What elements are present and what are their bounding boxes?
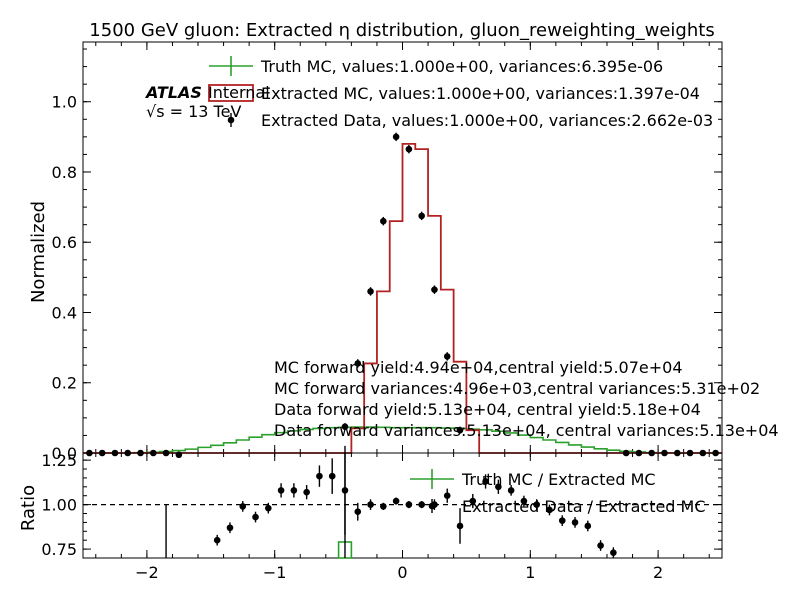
atlas-energy: √s = 13 TeV: [146, 102, 241, 121]
ratio-point: [520, 497, 528, 505]
ratio-point: [482, 478, 489, 485]
ratio-point: [558, 517, 566, 524]
ratio-point: [213, 536, 221, 544]
legend-label: Extracted MC, values:1.000e+00, variance…: [261, 84, 700, 103]
ratio-point: [367, 501, 374, 508]
top-ylabel: Normalized: [28, 201, 49, 303]
ratio-point: [610, 549, 617, 556]
yield-annotation: MC forward variances:4.96e+03,central va…: [274, 379, 760, 398]
ratio-y-tick-label: 1.25: [41, 451, 77, 470]
data-point: [175, 451, 183, 459]
ratio-legend-handle-data: [428, 502, 436, 510]
legend-handle-extracted-mc: [208, 84, 254, 102]
ratio-point: [341, 487, 349, 494]
top-y-tick-label: 0.0: [52, 444, 77, 463]
legend-label: Extracted Data, values:1.000e+00, varian…: [261, 111, 713, 130]
x-tick-label: −2: [135, 563, 159, 582]
yield-annotation: MC forward yield:4.94e+04,central yield:…: [274, 358, 683, 377]
ratio-panel: −2 −1 0 1 2 0.75 1.00 1.25 Truth MC / Extracted …: [41, 445, 723, 582]
chart-title: 1500 GeV gluon: Extracted η distribution…: [89, 20, 714, 41]
yield-annotation: Data forward yield:5.13e+04, central yie…: [274, 400, 701, 419]
atlas-status: Internal: [208, 83, 270, 102]
atlas-brand: ATLAS: [144, 83, 202, 102]
legend-label: Truth MC, values:1.000e+00, variances:6.…: [260, 57, 663, 76]
ratio-point: [571, 519, 579, 526]
data-point: [380, 217, 387, 225]
ratio-point: [239, 503, 247, 510]
atlas-label: ATLAS Internal √s = 13 TeV: [144, 83, 270, 121]
ratio-point: [226, 524, 234, 532]
data-point: [443, 353, 451, 360]
x-tick-label: 1: [525, 563, 535, 582]
data-point: [456, 426, 464, 434]
ratio-point: [380, 503, 387, 510]
data-point: [392, 133, 400, 141]
x-tick-label: 0: [397, 563, 407, 582]
data-point: [354, 360, 362, 367]
ratio-point: [533, 501, 540, 508]
ratio-point: [328, 472, 336, 480]
legend-handle-data: [227, 116, 235, 124]
data-point: [405, 145, 413, 153]
x-tick-label: −1: [263, 563, 287, 582]
top-y-tick-label: 0.6: [52, 233, 77, 252]
ratio-point: [456, 522, 464, 530]
ratio-point: [584, 522, 592, 530]
ratio-point: [290, 487, 298, 494]
ratio-point: [418, 501, 425, 508]
top-y-tick-label: 1.0: [52, 93, 77, 112]
truth-mc-series: [83, 426, 722, 454]
ratio-legend-label: Truth MC / Extracted MC: [461, 470, 656, 489]
top-y-tick-label: 0.4: [52, 303, 77, 322]
data-point: [418, 212, 425, 220]
data-point: [341, 423, 349, 430]
ratio-point: [495, 483, 502, 491]
ratio-y-tick-label: 0.75: [41, 540, 77, 559]
ratio-y-tick-label: 1.00: [41, 496, 77, 515]
ratio-point: [316, 472, 323, 480]
ratio-point: [303, 488, 310, 496]
ratio-point: [392, 497, 400, 505]
ratio-point: [546, 506, 553, 514]
ratio-point: [507, 487, 515, 494]
ratio-point: [469, 497, 477, 505]
ratio-legend-label: Extracted Data / Extracted MC: [462, 497, 706, 516]
ratio-point: [597, 542, 604, 549]
x-tick-label: 2: [653, 563, 663, 582]
yield-annotation: Data forward variances:5.13e+04, central…: [274, 421, 779, 440]
top-panel: 0.0 0.2 0.4 0.6 0.8 1.0 Truth MC, values:1.000…: [52, 41, 779, 463]
top-y-tick-label: 0.2: [52, 374, 77, 393]
ratio-ylabel: Ratio: [18, 485, 39, 531]
top-y-tick-label: 0.8: [52, 163, 77, 182]
data-point: [431, 286, 438, 293]
ratio-point: [443, 492, 451, 500]
ratio-point: [405, 501, 413, 508]
ratio-point: [277, 487, 285, 494]
ratio-point: [265, 504, 272, 512]
ratio-point: [252, 513, 259, 521]
ratio-point: [354, 508, 362, 516]
data-point: [367, 288, 374, 295]
